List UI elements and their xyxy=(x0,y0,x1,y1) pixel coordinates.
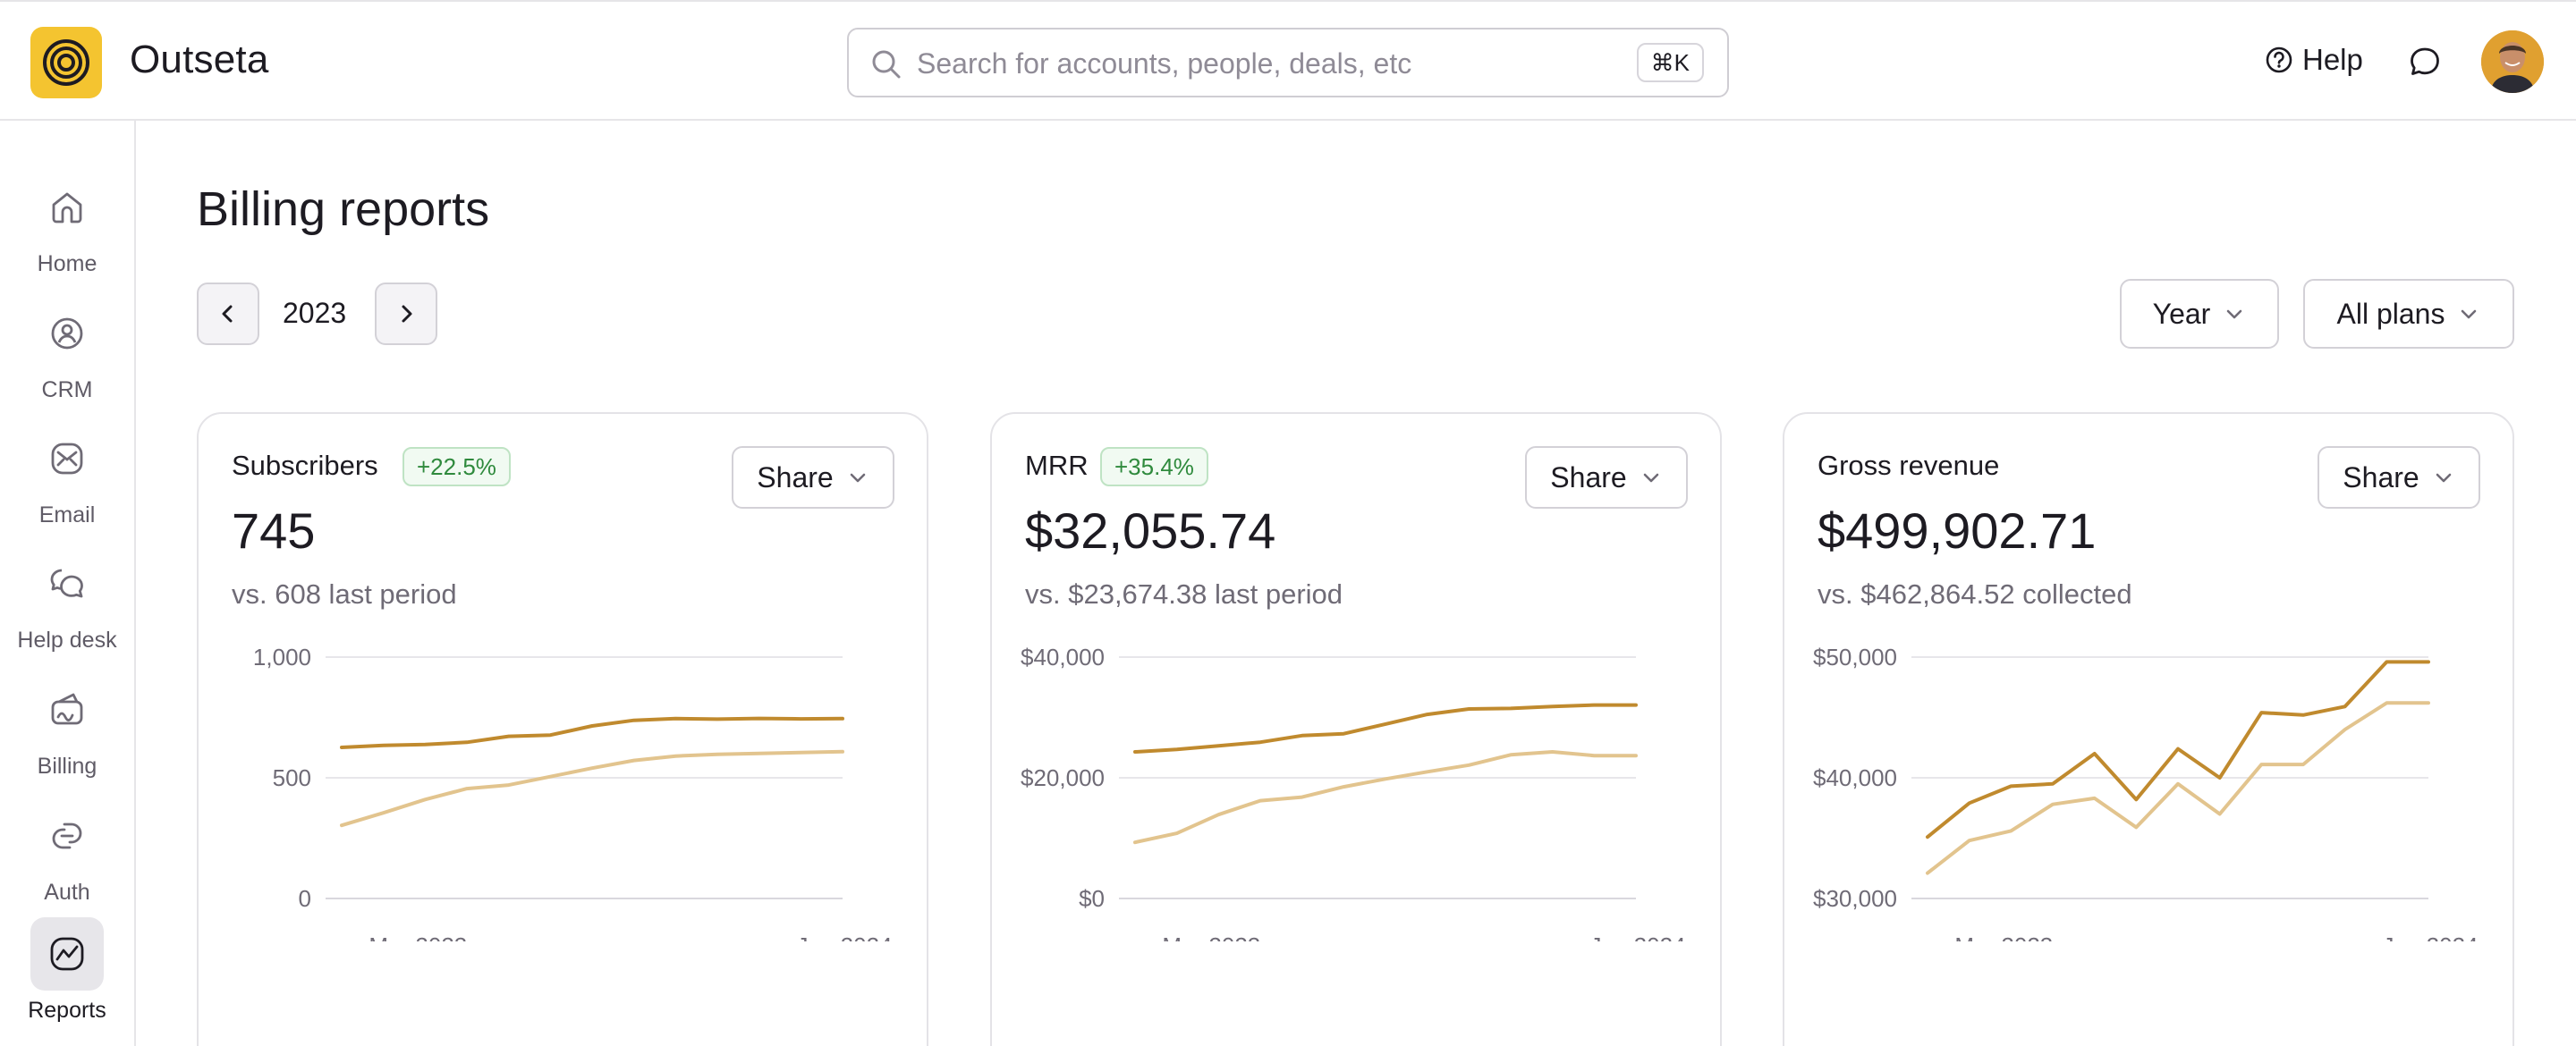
email-icon xyxy=(51,443,83,475)
brand-name: Outseta xyxy=(130,38,269,81)
sidebar-item-label: CRM xyxy=(41,377,93,402)
y-tick-label: $0 xyxy=(1079,885,1105,912)
card-title: Subscribers xyxy=(232,450,378,481)
share-label: Share xyxy=(757,460,834,493)
sidebar-item-label: Auth xyxy=(44,880,90,905)
sidebar-item-label: Billing xyxy=(37,754,97,779)
chevron-down-icon xyxy=(850,473,865,483)
next-year-button[interactable] xyxy=(375,283,437,345)
search-box[interactable]: Search for accounts, people, deals, etc … xyxy=(847,28,1729,97)
chevron-left-icon xyxy=(222,305,233,323)
x-tick-label: Jan 2024 xyxy=(1590,932,1686,941)
x-tick-label: Mar 2023 xyxy=(1954,932,2053,941)
help-button[interactable]: Help xyxy=(2265,43,2363,77)
search-shortcut-badge: ⌘K xyxy=(1636,43,1704,82)
period-select-value: Year xyxy=(2152,297,2211,330)
x-tick-label: Jan 2024 xyxy=(797,932,893,941)
sidebar-item-label: Email xyxy=(38,502,96,527)
chevron-down-icon xyxy=(2462,309,2477,319)
subscribers-chart: 0 500 1,000 Mar 2023 Jan 2024 xyxy=(253,644,893,941)
reports-icon xyxy=(50,937,84,971)
user-avatar[interactable] xyxy=(2481,30,2544,93)
sidebar-item-home[interactable]: Home xyxy=(0,164,134,280)
y-tick-label: 0 xyxy=(299,885,311,912)
help-label: Help xyxy=(2302,43,2363,76)
y-tick-label: $20,000 xyxy=(1021,764,1105,791)
home-icon xyxy=(52,192,82,224)
chevron-down-icon xyxy=(1643,473,1658,483)
current-period-line xyxy=(1926,660,2430,839)
metric-comparison: vs. $462,864.52 collected xyxy=(1818,578,2132,610)
crm-person-icon xyxy=(51,317,83,350)
x-tick-label: Jan 2024 xyxy=(2383,932,2479,941)
selected-year: 2023 xyxy=(283,297,347,329)
plans-select-value: All plans xyxy=(2336,297,2445,330)
sidebar-nav: Home CRM Email Help desk xyxy=(0,121,136,1046)
y-tick-label: 500 xyxy=(273,764,311,791)
y-tick-label: $50,000 xyxy=(1813,644,1897,671)
sidebar-item-billing[interactable]: Billing xyxy=(0,666,134,782)
x-tick-label: Mar 2023 xyxy=(369,932,467,941)
previous-period-line xyxy=(340,749,844,828)
y-tick-label: $30,000 xyxy=(1813,885,1897,912)
billing-icon xyxy=(51,693,83,725)
gross-revenue-card: Gross revenue Share $499,902.71 vs. $462… xyxy=(1783,412,2514,1046)
sidebar-item-label: Reports xyxy=(28,998,106,1023)
metric-comparison: vs. 608 last period xyxy=(232,578,457,610)
help-desk-icon xyxy=(50,569,83,598)
sidebar-item-label: Home xyxy=(37,251,97,276)
share-button[interactable]: Share xyxy=(1525,446,1688,509)
previous-period-line xyxy=(1926,701,2430,875)
share-button[interactable]: Share xyxy=(732,446,894,509)
outseta-logo[interactable] xyxy=(30,27,102,98)
auth-icon xyxy=(52,822,82,849)
gross-revenue-chart: $30,000 $40,000 $50,000 Mar 2023 Jan 2024 xyxy=(1813,644,2479,941)
chevron-down-icon xyxy=(2436,473,2451,483)
previous-year-button[interactable] xyxy=(197,283,259,345)
previous-period-line xyxy=(1133,750,1638,845)
plans-select[interactable]: All plans xyxy=(2303,279,2514,349)
x-tick-label: Mar 2023 xyxy=(1162,932,1260,941)
share-button[interactable]: Share xyxy=(2318,446,2480,509)
chevron-down-icon xyxy=(2227,309,2242,319)
y-tick-label: $40,000 xyxy=(1813,764,1897,791)
y-tick-label: $40,000 xyxy=(1021,644,1105,671)
sidebar-item-crm[interactable]: CRM xyxy=(0,290,134,406)
metric-value: 745 xyxy=(232,502,316,559)
page-title: Billing reports xyxy=(197,182,490,236)
card-title: Gross revenue xyxy=(1818,450,2000,481)
subscribers-card: Subscribers +22.5% Share 745 vs. 608 las… xyxy=(197,412,928,1046)
chevron-right-icon xyxy=(402,305,412,323)
help-circle-icon xyxy=(2266,46,2292,73)
chat-bubble-icon[interactable] xyxy=(2408,45,2442,79)
search-input[interactable]: Search for accounts, people, deals, etc xyxy=(917,47,1412,80)
sidebar-item-auth[interactable]: Auth xyxy=(0,792,134,908)
card-title: MRR xyxy=(1025,450,1089,481)
avatar-person-icon xyxy=(2481,30,2544,93)
metric-value: $499,902.71 xyxy=(1818,502,2097,559)
current-period-line xyxy=(1133,703,1638,754)
metric-value: $32,055.74 xyxy=(1025,502,1276,559)
top-bar: Outseta Search for accounts, people, dea… xyxy=(0,0,2576,121)
mrr-card: MRR +35.4% Share $32,055.74 vs. $23,674.… xyxy=(990,412,1722,1046)
logo-spiral-icon xyxy=(43,39,89,86)
mrr-chart: $0 $20,000 $40,000 Mar 2023 Jan 2024 xyxy=(1021,644,1686,941)
sidebar-item-label: Help desk xyxy=(17,628,117,653)
search-icon xyxy=(872,50,901,79)
sidebar-item-help-desk[interactable]: Help desk xyxy=(0,540,134,656)
change-badge: +22.5% xyxy=(402,447,511,486)
sidebar-item-reports[interactable]: Reports xyxy=(0,910,134,1026)
period-select[interactable]: Year xyxy=(2120,279,2279,349)
change-badge: +35.4% xyxy=(1100,447,1208,486)
current-period-line xyxy=(340,716,844,749)
metric-comparison: vs. $23,674.38 last period xyxy=(1025,578,1343,610)
sidebar-item-email[interactable]: Email xyxy=(0,415,134,531)
share-label: Share xyxy=(1550,460,1627,493)
share-label: Share xyxy=(2343,460,2419,493)
y-tick-label: 1,000 xyxy=(253,644,311,671)
